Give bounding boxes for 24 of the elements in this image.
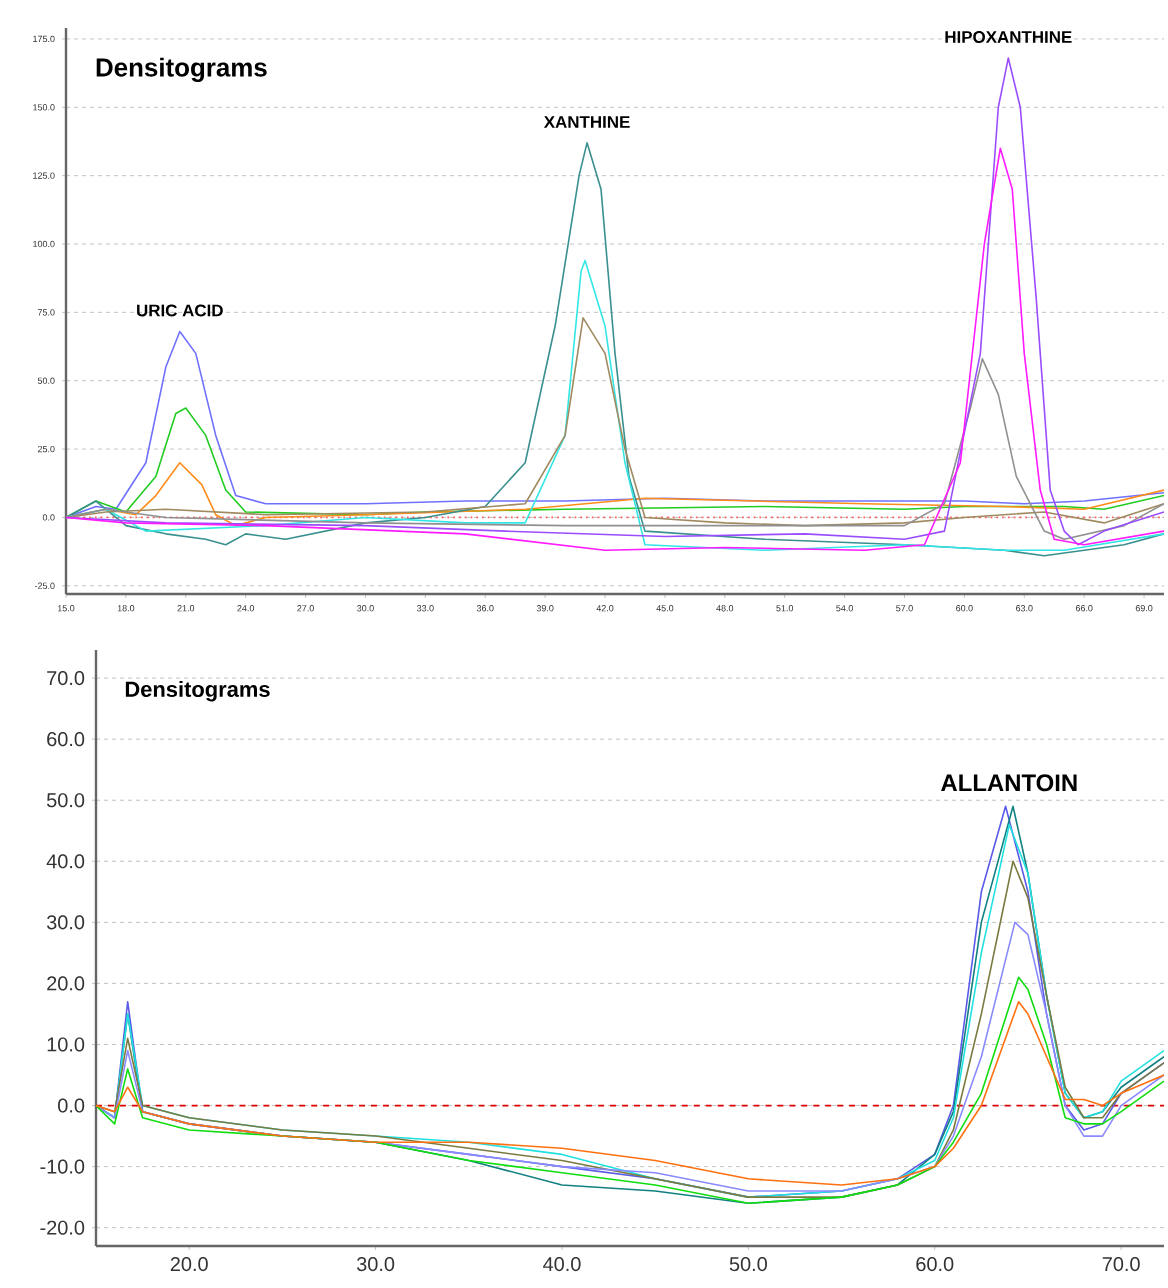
x-tick-label: 30.0 (356, 1257, 395, 1272)
y-tick-label: 60.0 (47, 732, 85, 747)
annotation: XANTHINE (543, 116, 630, 128)
y-tick-label: -10.0 (40, 1159, 85, 1174)
y-tick-label: 40.0 (46, 854, 85, 869)
y-tick-label: 0.0 (58, 1098, 85, 1113)
y-tick-label: 20.0 (47, 976, 85, 991)
annotation: HIPOXANTHINE (945, 31, 1072, 44)
x-tick-label: 70.0 (1102, 1257, 1140, 1272)
y-tick-label: 70.0 (47, 671, 85, 686)
y-tick-label: 30.0 (46, 915, 85, 930)
annotation: URIC ACID (137, 304, 223, 317)
text: Densitograms (96, 57, 267, 82)
line-series (96, 1000, 1165, 1186)
y-tick-label: -20.0 (40, 1220, 85, 1235)
x-tick-label: 60.0 (916, 1257, 954, 1272)
y-tick-label: 10.0 (47, 1037, 85, 1052)
x-tick-label: 50.0 (729, 1257, 767, 1272)
y-tick-label: 50.0 (46, 793, 85, 808)
text: Densitograms (125, 680, 270, 702)
annotation: ALLANTOIN (941, 774, 1077, 792)
x-tick-label: 20.0 (170, 1257, 208, 1272)
line-series (96, 976, 1165, 1205)
x-tick-label: 40.0 (543, 1257, 581, 1272)
